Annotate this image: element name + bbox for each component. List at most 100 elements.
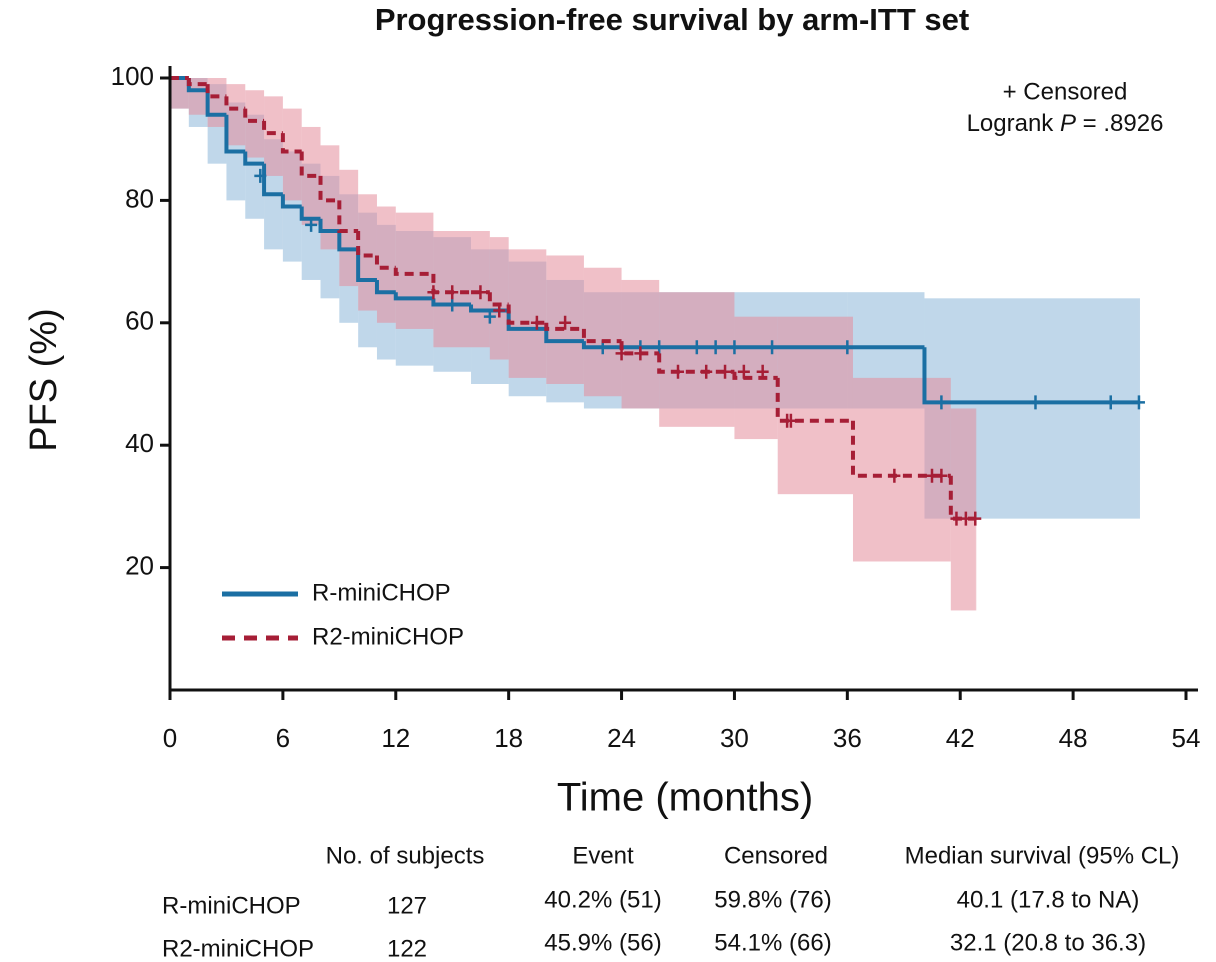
censor-mark [634, 346, 647, 361]
x-tick-label: 54 [1172, 723, 1201, 753]
ci-band [207, 78, 227, 127]
x-tick-label: 48 [1059, 723, 1088, 753]
ci-band [282, 108, 302, 201]
censor-mark [672, 364, 684, 379]
survival-step [619, 341, 660, 356]
censor-mark [756, 364, 769, 379]
censor-mark [690, 340, 703, 355]
table-cell: 45.9% (56) [544, 929, 661, 956]
y-tick-label: 40 [125, 428, 154, 458]
table-cell: R-miniCHOP [162, 892, 301, 919]
table-cell: 54.1% (66) [714, 929, 831, 956]
censor-mark [728, 340, 741, 355]
ci-band [339, 169, 359, 287]
censor-mark [709, 340, 722, 355]
ci-band [170, 78, 189, 109]
censor-mark [615, 346, 628, 361]
survival-step [393, 292, 434, 301]
axes: 20 40 60 80 100 0 6 12 18 24 30 36 42 48 54 [111, 61, 1201, 753]
survival-step [356, 249, 377, 282]
survival-step [374, 255, 396, 270]
censor-mark [1104, 395, 1117, 410]
censor-mark [784, 413, 797, 428]
survival-step [337, 200, 359, 233]
ci-band [358, 194, 377, 311]
survival-step [299, 206, 321, 221]
censor-mark [935, 468, 948, 483]
x-tick-label: 12 [381, 723, 410, 753]
survival-step [280, 194, 302, 209]
table-cell: R2-miniCHOP [162, 935, 314, 962]
survival-step [205, 84, 227, 99]
logrank-note: Logrank P = .8926 [967, 110, 1164, 137]
survival-step [850, 420, 951, 478]
table-cell: 40.1 (17.8 to NA) [957, 886, 1140, 913]
survival-step [224, 114, 246, 154]
logrank-stat: P [1060, 110, 1076, 137]
censor-note: + Censored [1003, 78, 1128, 105]
censor-mark [1029, 395, 1042, 410]
y-tick-label: 20 [125, 550, 154, 580]
survival-step [243, 108, 265, 123]
table-cell: 40.2% (51) [544, 886, 661, 913]
survival-step [544, 322, 584, 331]
ci-band [975, 408, 977, 611]
logrank-value: = .8926 [1083, 110, 1164, 137]
censor-mark [483, 309, 496, 324]
survival-step [262, 163, 283, 197]
censor-mark [446, 285, 459, 300]
ci-band [320, 145, 340, 250]
ci-bands [170, 78, 1140, 611]
survival-step [318, 175, 340, 203]
survival-step [337, 231, 359, 252]
x-tick-label: 6 [276, 723, 290, 753]
ci-band [950, 408, 976, 611]
table-cell: 127 [387, 892, 427, 919]
table-header: Censored [724, 842, 828, 869]
x-tick-label: 0 [163, 723, 177, 753]
table-cell: 122 [387, 935, 427, 962]
survival-step [393, 267, 434, 276]
ci-band [508, 249, 547, 378]
ci-band [489, 237, 509, 360]
ci-band [659, 292, 735, 427]
survival-step [262, 120, 283, 136]
survival-step [775, 377, 853, 423]
x-tick-label: 24 [607, 723, 636, 753]
survival-step [581, 328, 622, 344]
legend-label: R-miniCHOP [312, 579, 451, 606]
ci-band [777, 316, 853, 495]
table-header: Median survival (95% CL) [905, 842, 1180, 869]
censor-mark [493, 303, 506, 318]
table-cell: 59.8% (76) [714, 886, 831, 913]
logrank-label: Logrank [967, 110, 1055, 137]
y-tick-label: 80 [125, 183, 154, 213]
censor-mark [766, 340, 779, 355]
censor-mark [427, 285, 440, 300]
ci-band [226, 84, 246, 146]
survival-step [243, 151, 265, 166]
censor-mark [530, 315, 543, 330]
ci-band [734, 316, 778, 440]
y-tick-label: 60 [125, 306, 154, 336]
survival-step [487, 292, 509, 307]
ci-band [188, 78, 208, 115]
censor-mark [888, 468, 901, 483]
ci-band [583, 267, 622, 397]
survival-step [186, 78, 208, 87]
y-axis-label: PFS (%) [23, 308, 65, 452]
survival-step [581, 341, 622, 350]
x-tick-label: 30 [720, 723, 749, 753]
censor-mark [446, 297, 459, 312]
ci-band [376, 206, 396, 323]
ci-band [245, 90, 265, 158]
censor-mark [254, 168, 267, 183]
censor-mark [474, 285, 487, 300]
survival-step [506, 304, 547, 325]
survival-step [506, 310, 547, 331]
censor-mark [969, 511, 982, 526]
x-tick-label: 42 [946, 723, 975, 753]
survival-step [431, 298, 472, 307]
chart-title: Progression-free survival by arm-ITT set [375, 2, 969, 37]
